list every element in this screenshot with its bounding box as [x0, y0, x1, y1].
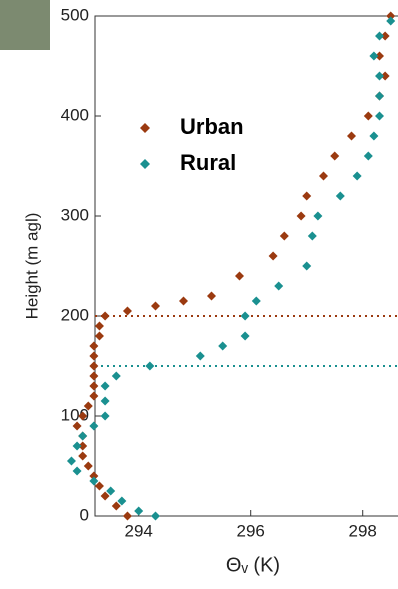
background-photo — [0, 0, 50, 50]
data-point — [274, 282, 283, 291]
data-point — [375, 72, 384, 81]
data-point — [89, 352, 98, 361]
data-point — [95, 322, 104, 331]
y-tick-label: 200 — [61, 305, 89, 324]
data-point — [330, 152, 339, 161]
data-point — [112, 372, 121, 381]
x-tick-label: 294 — [124, 521, 152, 540]
data-point — [375, 112, 384, 121]
data-point — [347, 132, 356, 141]
page: Height (m agl) Θᵥ (K) 010020030040050029… — [0, 0, 398, 584]
y-tick-label: 300 — [61, 205, 89, 224]
data-point — [89, 382, 98, 391]
data-point — [67, 457, 76, 466]
data-point — [313, 212, 322, 221]
data-point — [101, 312, 110, 321]
data-point — [364, 152, 373, 161]
y-tick-label: 500 — [61, 5, 89, 24]
x-tick-label: 298 — [349, 521, 377, 540]
data-point — [308, 232, 317, 241]
data-point — [123, 307, 132, 316]
data-point — [78, 432, 87, 441]
y-tick-label: 0 — [80, 505, 89, 524]
data-point — [302, 192, 311, 201]
data-point — [101, 412, 110, 421]
data-point — [89, 362, 98, 371]
data-point — [369, 132, 378, 141]
legend-label: Urban — [180, 114, 244, 139]
data-point — [269, 252, 278, 261]
data-point — [78, 452, 87, 461]
data-point — [375, 92, 384, 101]
data-point — [101, 382, 110, 391]
data-point — [73, 442, 82, 451]
data-point — [235, 272, 244, 281]
data-point — [196, 352, 205, 361]
data-point — [151, 302, 160, 311]
data-point — [353, 172, 362, 181]
data-point — [123, 512, 132, 521]
data-point — [280, 232, 289, 241]
y-tick-label: 400 — [61, 105, 89, 124]
data-point — [151, 512, 160, 521]
data-point — [89, 342, 98, 351]
data-point — [179, 297, 188, 306]
data-point — [89, 392, 98, 401]
data-point — [101, 397, 110, 406]
x-tick-label: 296 — [237, 521, 265, 540]
data-point — [134, 507, 143, 516]
data-point — [386, 17, 395, 26]
data-point — [297, 212, 306, 221]
data-point — [207, 292, 216, 301]
legend-marker — [140, 159, 150, 169]
data-point — [73, 467, 82, 476]
data-point — [241, 332, 250, 341]
legend-marker — [140, 123, 150, 133]
data-point — [369, 52, 378, 61]
legend-label: Rural — [180, 150, 236, 175]
x-axis-label: Θᵥ (K) — [226, 554, 280, 576]
data-point — [218, 342, 227, 351]
data-point — [84, 462, 93, 471]
data-point — [319, 172, 328, 181]
data-point — [241, 312, 250, 321]
data-point — [252, 297, 261, 306]
data-point — [375, 32, 384, 41]
chart: Height (m agl) Θᵥ (K) 010020030040050029… — [0, 0, 398, 584]
data-point — [89, 422, 98, 431]
data-point — [302, 262, 311, 271]
data-point — [95, 332, 104, 341]
plot-frame — [95, 16, 398, 516]
y-axis-label: Height (m agl) — [22, 213, 41, 320]
data-point — [89, 372, 98, 381]
data-point — [364, 112, 373, 121]
data-point — [145, 362, 154, 371]
data-point — [336, 192, 345, 201]
